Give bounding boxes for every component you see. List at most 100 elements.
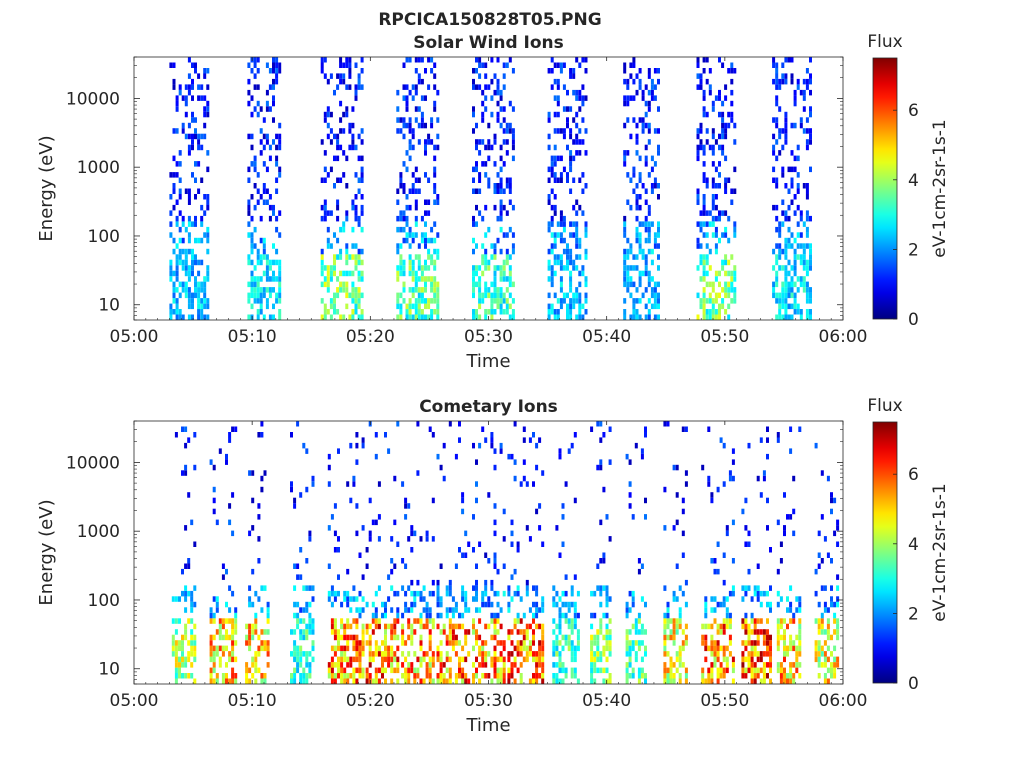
spectrogram-cell [727, 177, 731, 183]
spectrogram-cell [552, 585, 556, 591]
spectrogram-cell [784, 309, 788, 315]
spectrogram-cell [823, 656, 827, 663]
spectrogram-cell [793, 95, 797, 101]
spectrogram-cell [556, 155, 560, 162]
spectrogram-cell [191, 259, 194, 266]
spectrogram-cell [256, 292, 260, 299]
spectrogram-cell [256, 84, 260, 90]
spectrogram-cell [265, 100, 269, 107]
spectrogram-cell [631, 667, 635, 674]
spectrogram-cell [666, 673, 670, 679]
spectrogram-cell [414, 309, 418, 315]
spectrogram-cell [451, 596, 455, 602]
spectrogram-cell [702, 298, 706, 304]
spectrogram-cell [197, 287, 201, 293]
spectrogram-cell [575, 254, 579, 260]
spectrogram-cell [802, 128, 806, 134]
spectrogram-cell [253, 287, 257, 293]
spectrogram-cell [475, 204, 478, 211]
spectrogram-cell [181, 590, 184, 597]
spectrogram-cell [472, 248, 475, 255]
spectrogram-cell [553, 194, 557, 200]
spectrogram-cell [704, 634, 708, 641]
spectrogram-cell [605, 645, 609, 652]
spectrogram-cell [308, 601, 312, 608]
spectrogram-cell [424, 314, 427, 320]
spectrogram-cell [772, 292, 776, 299]
spectrogram-cell [212, 612, 216, 619]
spectrogram-cell [562, 292, 566, 299]
spectrogram-cell [820, 585, 824, 591]
spectrogram-cell [721, 122, 725, 129]
spectrogram-cell [417, 292, 421, 299]
spectrogram-cell [461, 667, 465, 674]
spectrogram-cell [522, 426, 526, 432]
spectrogram-cell [826, 475, 830, 482]
spectrogram-cell [826, 629, 830, 635]
spectrogram-cell [714, 248, 718, 255]
spectrogram-cell [268, 265, 272, 271]
spectrogram-cell [448, 634, 452, 641]
spectrogram-cell [722, 656, 726, 663]
spectrogram-cell [784, 292, 788, 299]
spectrogram-cell [355, 623, 359, 630]
spectrogram-cell [731, 585, 735, 591]
spectrogram-cell [333, 183, 336, 189]
spectrogram-cell [390, 623, 394, 630]
spectrogram-cell [253, 292, 257, 299]
spectrogram-cell [696, 265, 700, 271]
spectrogram-cell [647, 100, 651, 107]
spectrogram-cell [323, 150, 327, 156]
spectrogram-cell [381, 667, 384, 674]
colorbar-scale [872, 421, 898, 684]
spectrogram-cell [663, 667, 667, 674]
spectrogram-cell [436, 596, 440, 602]
spectrogram-cell [374, 607, 378, 613]
spectrogram-cell [296, 651, 300, 657]
spectrogram-cell [178, 667, 181, 674]
spectrogram-cell [339, 177, 343, 183]
spectrogram-cell [351, 243, 355, 249]
spectrogram-cell [502, 508, 506, 515]
spectrogram-cell [407, 651, 411, 657]
spectrogram-cell [508, 177, 512, 183]
spectrogram-cell [519, 678, 523, 684]
spectrogram-cell [793, 259, 797, 266]
spectrogram-cell [299, 547, 303, 553]
spectrogram-cell [424, 265, 427, 271]
spectrogram-cell [371, 618, 375, 624]
spectrogram-cell [184, 254, 188, 260]
spectrogram-cell [663, 651, 667, 657]
spectrogram-cell [525, 645, 529, 652]
spectrogram-cell [401, 612, 405, 619]
spectrogram-cell [783, 530, 786, 537]
spectrogram-cell [550, 303, 554, 310]
spectrogram-cell [184, 464, 188, 471]
spectrogram-cell [175, 303, 179, 310]
spectrogram-cell [519, 673, 523, 679]
spectrogram-cell [272, 210, 275, 216]
spectrogram-cell [355, 678, 359, 684]
spectrogram-cell [197, 188, 201, 194]
spectrogram-cell [427, 298, 431, 304]
spectrogram-cell [365, 601, 369, 608]
spectrogram-cell [596, 667, 600, 674]
spectrogram-cell [342, 172, 346, 178]
spectrogram-cell [696, 128, 700, 134]
spectrogram-cell [181, 259, 185, 266]
spectrogram-cell [793, 237, 797, 244]
spectrogram-cell [728, 470, 732, 476]
spectrogram-cell [805, 265, 809, 271]
spectrogram-cell [420, 265, 424, 271]
spectrogram-cell [572, 139, 576, 145]
spectrogram-cell [833, 629, 837, 635]
spectrogram-cell [326, 210, 330, 216]
spectrogram-cell [272, 57, 275, 63]
spectrogram-cell [424, 287, 427, 293]
spectrogram-cell [407, 678, 411, 684]
spectrogram-cell [472, 177, 475, 183]
spectrogram-cell [623, 150, 627, 156]
spectrogram-cell [358, 651, 362, 657]
spectrogram-cell [357, 303, 361, 310]
spectrogram-cell [396, 298, 400, 304]
